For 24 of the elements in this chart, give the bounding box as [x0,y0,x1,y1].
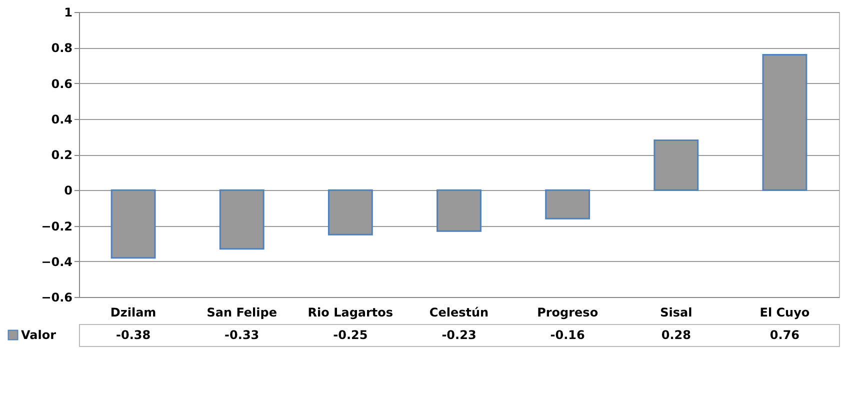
legend-label: Valor [21,328,56,342]
data-label: -0.33 [224,328,260,342]
x-tick-label: Dzilam [110,306,156,320]
x-tick-label: Celestún [429,306,489,320]
data-label: -0.23 [442,328,476,342]
y-tick-label: 0.8 [51,41,72,56]
x-tick-label: Progreso [537,306,598,320]
data-label: 0.76 [770,328,800,342]
data-label: -0.16 [550,328,585,342]
y-tick-label: 0.2 [51,148,72,162]
y-tick-label: 0.4 [51,112,72,126]
x-tick-label: Sisal [660,306,692,320]
y-tick-label: −0.2 [41,219,72,234]
y-tick-label: 0 [64,184,72,198]
data-label: -0.38 [116,328,151,342]
data-label: 0.28 [661,328,691,342]
y-tick-label: 1 [64,6,72,20]
y-tick-label: 0.6 [51,76,72,91]
x-tick-label: Rio Lagartos [308,306,394,320]
x-tick-label: San Felipe [206,306,277,320]
y-tick-label: −0.4 [41,254,72,269]
y-tick-label: −0.6 [41,290,72,304]
data-label: -0.25 [333,328,368,342]
x-tick-label: El Cuyo [760,306,810,320]
